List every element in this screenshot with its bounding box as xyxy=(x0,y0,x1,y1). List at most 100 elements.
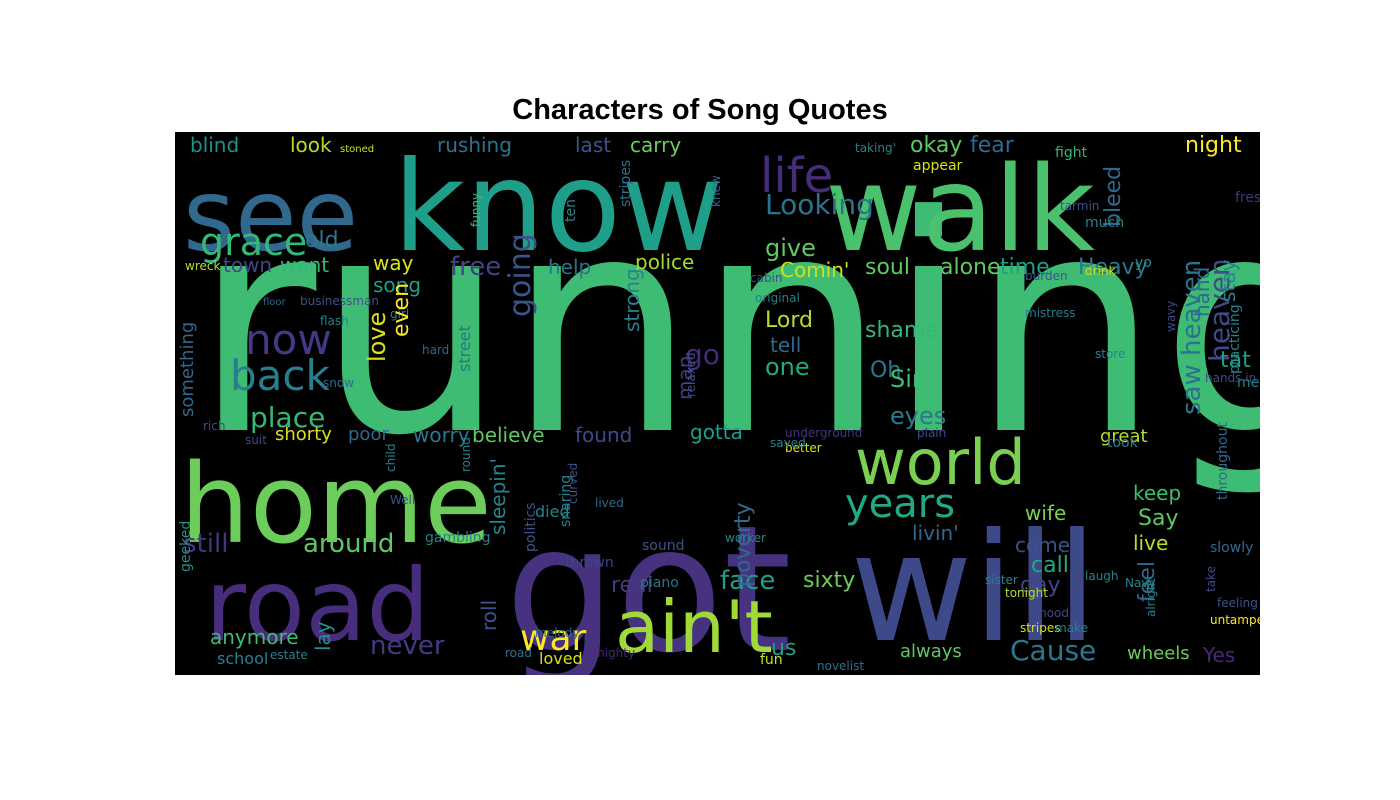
word-21: still xyxy=(183,529,228,559)
word-27: bleed xyxy=(1101,166,1126,227)
word-150: melody xyxy=(535,626,579,640)
word-92: Yes xyxy=(1202,643,1235,667)
word-55: Sing xyxy=(890,365,942,393)
word-112: mistress xyxy=(1025,306,1076,320)
word-68: gotta xyxy=(690,420,743,444)
word-107: throughout xyxy=(1215,422,1231,500)
word-0: running xyxy=(193,152,1260,501)
word-76: call xyxy=(1031,553,1069,578)
word-99: piano xyxy=(640,575,679,591)
word-78: feel xyxy=(1135,561,1160,602)
word-139: stripes xyxy=(618,160,634,207)
word-149: politics xyxy=(523,502,539,552)
word-154: gambling xyxy=(425,530,491,546)
word-50: Lord xyxy=(765,308,813,333)
word-132: road xyxy=(505,646,532,660)
word-106: practicing xyxy=(1227,304,1243,374)
word-83: roll xyxy=(477,600,501,631)
word-73: livin' xyxy=(912,521,959,545)
word-25: heaven xyxy=(1203,258,1236,362)
word-37: stoned xyxy=(340,144,374,155)
word-118: took xyxy=(1107,435,1139,451)
word-124: mood xyxy=(1035,606,1069,620)
word-157: wreck xyxy=(185,259,220,273)
word-63: tat xyxy=(1220,348,1251,373)
word-58: strong xyxy=(620,268,644,332)
chart-title: Characters of Song Quotes xyxy=(512,94,888,126)
word-95: something xyxy=(177,322,198,417)
word-53: one xyxy=(765,353,810,381)
word-35: blind xyxy=(190,133,239,157)
word-115: snow xyxy=(323,376,354,390)
word-101: much xyxy=(1085,215,1124,231)
word-17: place xyxy=(250,401,325,434)
word-102: yo xyxy=(1135,255,1152,271)
word-96: street xyxy=(455,325,474,372)
word-125: alright xyxy=(1144,578,1158,617)
word-116: store xyxy=(1095,347,1125,361)
word-151: saved xyxy=(770,436,806,450)
word-66: believe xyxy=(472,423,545,447)
word-3: walk xyxy=(825,140,1095,278)
word-38: rushing xyxy=(437,133,512,157)
word-122: sister xyxy=(985,573,1018,587)
word-30: night xyxy=(1185,133,1242,158)
word-127: make xyxy=(1055,621,1088,635)
word-cloud: running got know walk see will home road ain't wo… xyxy=(175,132,1260,675)
word-59: love xyxy=(363,312,391,362)
word-129: snaring xyxy=(558,475,574,527)
word-45: song xyxy=(373,273,421,297)
word-6: home xyxy=(180,440,492,568)
word-153: curved xyxy=(566,463,580,504)
word-75: come xyxy=(1015,533,1070,557)
word-9: world xyxy=(855,426,1026,499)
word-143: original xyxy=(755,291,800,305)
word-8: ain't xyxy=(615,585,773,669)
word-56: go xyxy=(685,338,720,371)
word-29: fear xyxy=(970,133,1015,158)
word-80: real xyxy=(611,573,653,598)
word-158: flash xyxy=(320,314,349,328)
word-138: tarmin xyxy=(1060,199,1099,213)
word-1: got xyxy=(505,489,792,675)
word-44: want xyxy=(280,253,329,277)
word-4: see xyxy=(183,157,358,274)
word-49: Comin' xyxy=(780,258,849,282)
word-15: war xyxy=(520,618,587,659)
word-22: give xyxy=(765,234,816,262)
word-84: us xyxy=(771,636,796,661)
word-141: funny xyxy=(469,193,483,227)
word-28: okay xyxy=(910,133,962,158)
word-10: life xyxy=(760,148,833,204)
word-14: years xyxy=(845,481,955,527)
word-33: time xyxy=(1000,255,1050,280)
word-94: novelist xyxy=(817,659,864,673)
word-54: Oh xyxy=(870,358,901,383)
word-79: sixty xyxy=(803,568,855,593)
word-108: plain xyxy=(917,426,946,440)
word-52: shame xyxy=(865,318,939,343)
word-16: Looking xyxy=(765,188,874,221)
word-148: worker xyxy=(725,531,766,545)
word-42: way xyxy=(373,251,414,275)
word-13: back xyxy=(230,351,330,400)
word-32: alone xyxy=(940,255,1001,280)
word-64: poor xyxy=(348,424,389,445)
word-57: man xyxy=(673,356,697,400)
word-36: look xyxy=(290,133,332,157)
word-155: child xyxy=(384,444,398,473)
word-152: slowly xyxy=(1210,540,1253,556)
word-120: feeling xyxy=(1217,596,1258,610)
word-70: wife xyxy=(1025,501,1066,525)
word-18: Cause xyxy=(1010,634,1096,667)
word-89: loved xyxy=(539,649,583,668)
word-26: saw heaven xyxy=(1177,260,1207,415)
word-131: sound xyxy=(642,538,685,554)
word-60: even xyxy=(389,283,414,337)
word-39: last xyxy=(575,133,611,157)
word-81: poverty xyxy=(731,502,756,587)
word-162: Well xyxy=(390,493,415,507)
word-147: relaxed xyxy=(684,353,698,397)
